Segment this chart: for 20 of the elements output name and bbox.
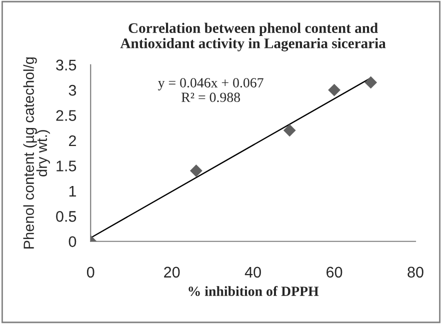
x-tick-label: 0 [86,266,94,278]
y-tick-label: 0.5 [56,211,76,222]
x-tick-label: 60 [326,266,342,278]
x-tick-label: 40 [244,266,261,278]
y-tick-label: 2.5 [56,110,76,121]
y-tick-label: 2 [68,135,76,146]
x-tick-label: 20 [164,266,180,278]
y-tick-label: 1.5 [56,160,76,172]
point [364,76,378,89]
point [328,84,340,96]
y-axis-title: Phenol content (µg catechol/g dry wt.) [23,57,50,249]
point [283,124,296,137]
x-tick-label: 80 [408,266,424,278]
y-tick-label: 0 [68,236,76,248]
annotation: y = 0.046x + 0.067 R² = 0.988 [158,78,264,102]
y-tick-label: 3 [68,84,76,96]
y-tick-label: 3.5 [56,60,76,70]
x-axis-title: % inhibition of DPPH [188,286,319,296]
chart-title: Correlation between phenol content and Antioxidant activity in Lagenaria siceraria [120,22,386,52]
y-tick-label: 1 [69,186,76,196]
